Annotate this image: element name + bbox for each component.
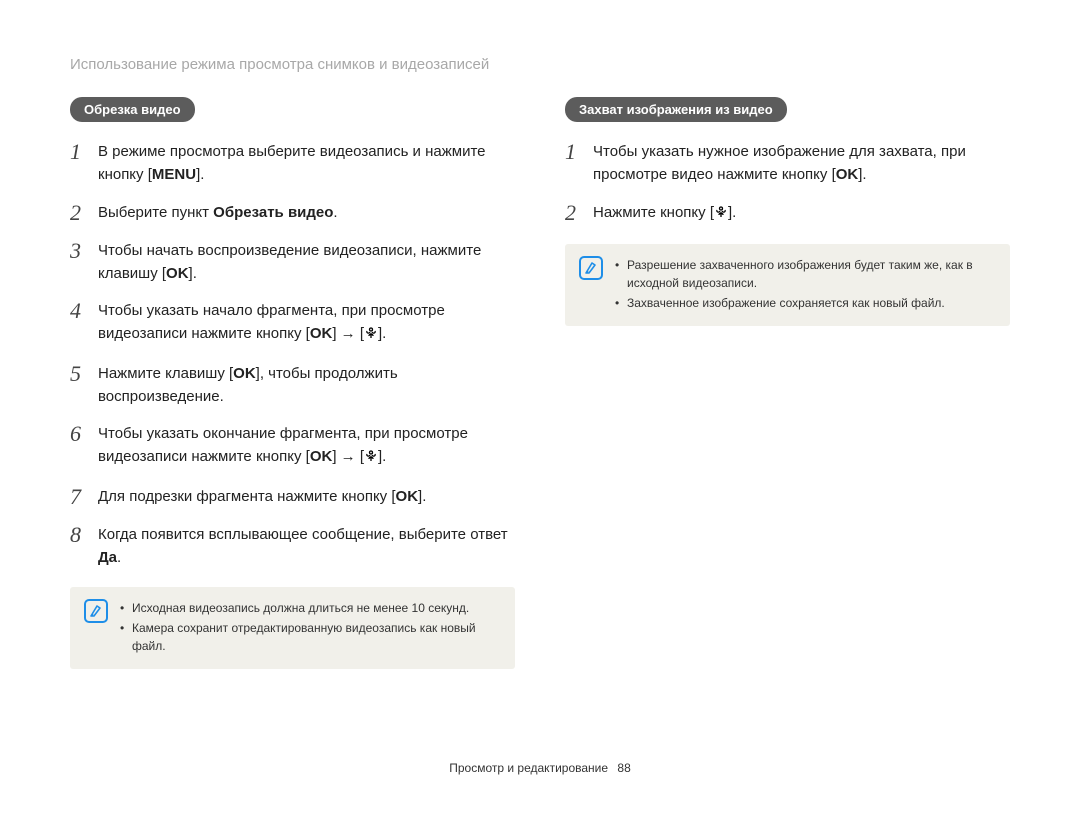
footer-section: Просмотр и редактирование — [449, 761, 608, 775]
list-item: 3 Чтобы начать воспроизведение видеозапи… — [70, 239, 515, 286]
step-text: Чтобы начать воспроизведение видеозаписи… — [98, 239, 515, 286]
section-pill-left: Обрезка видео — [70, 97, 195, 122]
menu-button-label: MENU — [152, 166, 196, 183]
page-number: 88 — [617, 761, 630, 775]
info-item: Камера сохранит отредактированную видеоз… — [120, 619, 501, 655]
step-number: 6 — [70, 422, 98, 446]
list-item: 8 Когда появится всплывающее сообщение, … — [70, 523, 515, 570]
two-column-layout: Обрезка видео 1 В режиме просмотра выбер… — [70, 97, 1010, 669]
step-number: 5 — [70, 362, 98, 386]
step-number: 1 — [565, 140, 593, 164]
steps-right: 1 Чтобы указать нужное изображение для з… — [565, 140, 1010, 226]
page-breadcrumb: Использование режима просмотра снимков и… — [70, 56, 1010, 73]
info-box-right: Разрешение захваченного изображения буде… — [565, 244, 1010, 326]
info-item: Исходная видеозапись должна длиться не м… — [120, 599, 501, 617]
info-item: Захваченное изображение сохраняется как … — [615, 294, 996, 312]
page-footer: Просмотр и редактирование 88 — [0, 761, 1080, 775]
step-text: Нажмите кнопку []. — [593, 201, 1010, 226]
info-box-left: Исходная видеозапись должна длиться не м… — [70, 587, 515, 669]
step-text: Выберите пункт Обрезать видео. — [98, 201, 515, 224]
step-text: Чтобы указать начало фрагмента, при прос… — [98, 299, 515, 348]
list-item: 6 Чтобы указать окончание фрагмента, при… — [70, 422, 515, 471]
right-column: Захват изображения из видео 1 Чтобы указ… — [565, 97, 1010, 669]
ok-button-label: OK — [310, 448, 333, 465]
step-number: 8 — [70, 523, 98, 547]
step-number: 7 — [70, 485, 98, 509]
step-number: 3 — [70, 239, 98, 263]
step-text: Для подрезки фрагмента нажмите кнопку [O… — [98, 485, 515, 508]
list-item: 7 Для подрезки фрагмента нажмите кнопку … — [70, 485, 515, 509]
left-column: Обрезка видео 1 В режиме просмотра выбер… — [70, 97, 515, 669]
macro-icon — [364, 447, 378, 470]
step-number: 2 — [70, 201, 98, 225]
list-item: 1 В режиме просмотра выберите видеозапис… — [70, 140, 515, 187]
section-pill-right: Захват изображения из видео — [565, 97, 787, 122]
ok-button-label: OK — [233, 365, 256, 382]
macro-icon — [364, 324, 378, 347]
step-text: Чтобы указать окончание фрагмента, при п… — [98, 422, 515, 471]
steps-left: 1 В режиме просмотра выберите видеозапис… — [70, 140, 515, 569]
ok-button-label: OK — [396, 488, 419, 505]
step-number: 1 — [70, 140, 98, 164]
list-item: 1 Чтобы указать нужное изображение для з… — [565, 140, 1010, 187]
note-icon — [84, 599, 108, 623]
list-item: 4 Чтобы указать начало фрагмента, при пр… — [70, 299, 515, 348]
ok-button-label: OK — [166, 265, 189, 282]
step-text: Чтобы указать нужное изображение для зах… — [593, 140, 1010, 187]
step-text: Когда появится всплывающее сообщение, вы… — [98, 523, 515, 570]
note-icon — [579, 256, 603, 280]
list-item: 5 Нажмите клавишу [OK], чтобы продолжить… — [70, 362, 515, 409]
info-list-right: Разрешение захваченного изображения буде… — [615, 256, 996, 314]
list-item: 2 Нажмите кнопку []. — [565, 201, 1010, 226]
step-text: В режиме просмотра выберите видеозапись … — [98, 140, 515, 187]
step-text: Нажмите клавишу [OK], чтобы продолжить в… — [98, 362, 515, 409]
ok-button-label: OK — [310, 325, 333, 342]
info-item: Разрешение захваченного изображения буде… — [615, 256, 996, 292]
step-number: 4 — [70, 299, 98, 323]
step-number: 2 — [565, 201, 593, 225]
info-list-left: Исходная видеозапись должна длиться не м… — [120, 599, 501, 657]
macro-icon — [714, 203, 728, 226]
ok-button-label: OK — [836, 166, 859, 183]
list-item: 2 Выберите пункт Обрезать видео. — [70, 201, 515, 225]
